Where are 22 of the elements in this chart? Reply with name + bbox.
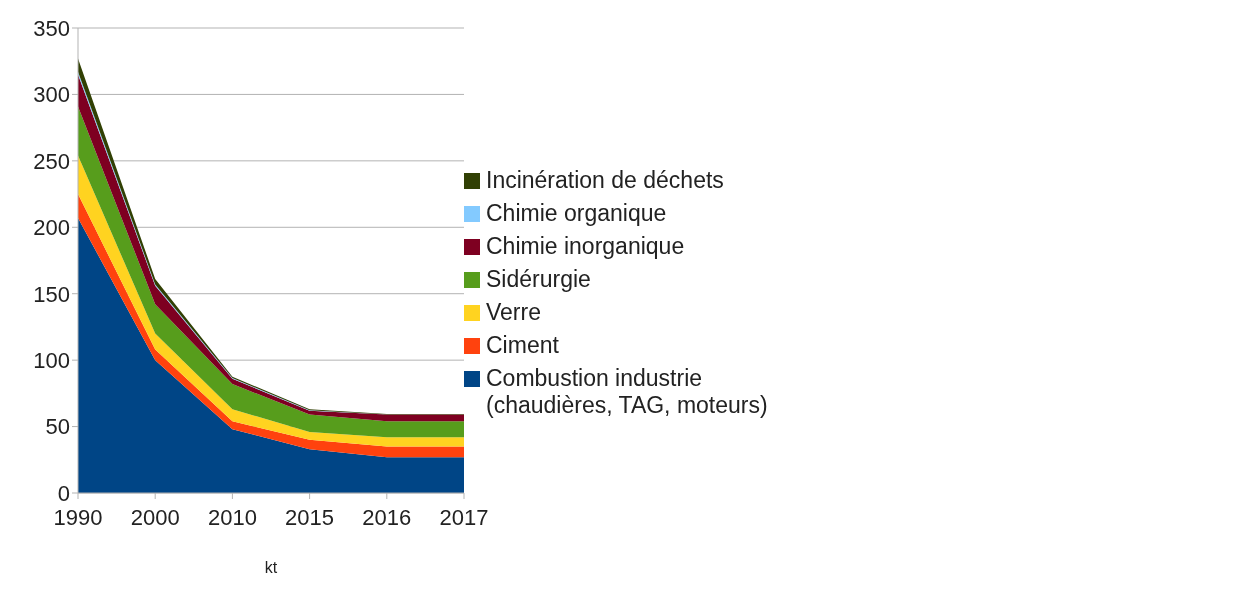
y-tick-label: 100 [33, 347, 70, 373]
x-tick-label: 2000 [130, 504, 180, 530]
y-tick-label: 350 [33, 15, 70, 41]
legend-label: Incinération de déchets [486, 166, 725, 194]
y-tick-label: 0 [57, 480, 70, 506]
legend-label: Verre [486, 298, 542, 326]
legend-label: Sidérurgie [486, 265, 592, 293]
legend-label: Chimie organique [486, 199, 668, 227]
y-tick-label: 250 [33, 148, 70, 174]
x-tick-label: 2010 [207, 504, 257, 530]
y-tick-label: 150 [33, 281, 70, 307]
x-tick-label: 2015 [285, 504, 335, 530]
y-tick-label: 200 [33, 215, 70, 241]
x-tick-label: 2017 [439, 504, 489, 530]
y-tick-label: 50 [45, 414, 70, 440]
legend-label: Combustion industrie (chaudières, TAG, moteurs) [486, 364, 769, 419]
x-tick-label: 2016 [362, 504, 412, 530]
x-tick-label: 1990 [53, 504, 103, 530]
legend-label: Chimie inorganique [486, 232, 686, 260]
y-tick-label: 300 [33, 82, 70, 108]
x-axis-title: kt [264, 559, 278, 576]
legend-label: Ciment [486, 331, 560, 359]
